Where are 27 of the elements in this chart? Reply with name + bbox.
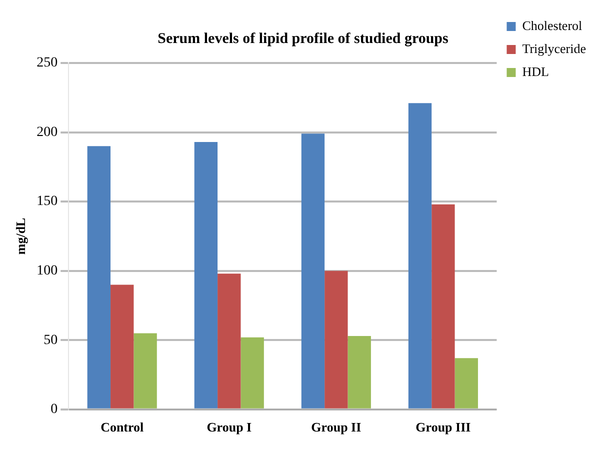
y-axis-title: mg/dL (13, 217, 28, 255)
legend-label: Cholesterol (522, 18, 583, 33)
y-tick-label: 250 (36, 56, 58, 71)
bar (134, 333, 157, 408)
y-tick-label: 100 (36, 264, 58, 279)
bar (324, 270, 348, 408)
x-tick-label: Group II (311, 420, 362, 435)
bar (110, 284, 134, 408)
y-tick-label: 0 (50, 402, 58, 418)
bar (348, 336, 371, 408)
y-tick-label: 150 (36, 194, 58, 210)
bar (240, 337, 264, 408)
x-tick-label: Group I (206, 420, 252, 435)
y-tick-label: 50 (44, 332, 58, 348)
bar (194, 142, 218, 408)
bar (218, 274, 241, 408)
bar (301, 134, 325, 408)
bar (408, 103, 432, 408)
x-tick-label: Group III (416, 420, 471, 435)
bar (87, 146, 111, 408)
bar (432, 204, 455, 408)
legend-label: HDL (522, 64, 549, 79)
chart-title: Serum levels of lipid profile of studied groups (158, 30, 449, 47)
y-tick-label: 200 (36, 124, 58, 140)
x-tick-label: Control (100, 420, 144, 435)
legend-label: Triglyceride (522, 40, 586, 56)
bar (454, 358, 478, 408)
